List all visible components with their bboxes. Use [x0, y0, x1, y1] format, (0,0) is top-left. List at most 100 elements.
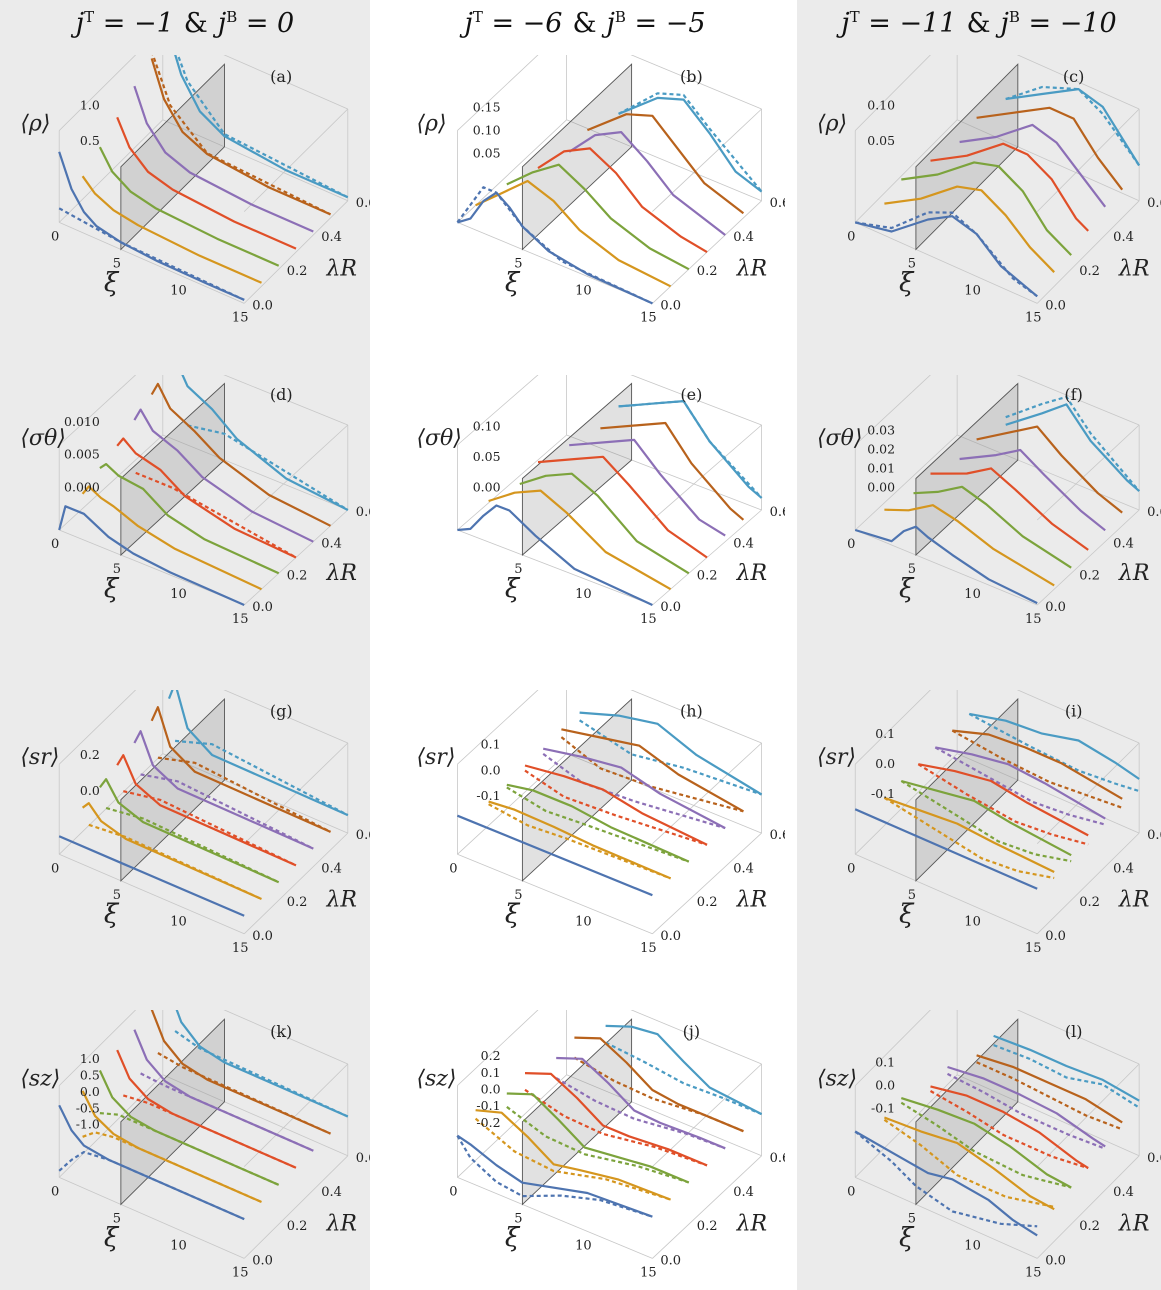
z-tick-0-4: 0.4 [321, 537, 342, 552]
z-axis-label: λR [736, 1211, 768, 1236]
series-line-3 [524, 764, 708, 846]
boundary-plane [915, 382, 1019, 557]
boundary-plane [915, 1018, 1019, 1206]
z-tick-0-2: 0.2 [287, 895, 308, 910]
series-dashed-1 [88, 823, 262, 901]
x-tick-10: 10 [964, 914, 981, 929]
panel-b: 5 10 150.0 0.2 0.4 0.6 0.05 0.10 0.15 ξ λR ⟨ρ⟩ (b) [395, 55, 785, 325]
z-tick-0-6: 0.6 [356, 828, 370, 843]
y-tick-0-03: 0.03 [867, 423, 895, 438]
series-line-6 [1005, 403, 1140, 492]
z-tick-0-2: 0.2 [287, 568, 308, 583]
panel-j: 0510150.00.20.40.6-0.2-0.10.00.10.2ξλR⟨s… [395, 1010, 785, 1280]
z-tick-0-2: 0.2 [1079, 1219, 1100, 1234]
y-tick-0-0: 0.0 [875, 756, 895, 771]
y-tick-0-05: 0.05 [473, 449, 501, 464]
z-tick-0-0: 0.0 [660, 1253, 681, 1268]
series-line-2 [506, 163, 690, 271]
z-tick-0-0: 0.0 [252, 1253, 273, 1268]
boundary-plane [120, 1018, 225, 1206]
series-line-5 [561, 728, 744, 813]
box-edge [1016, 55, 1140, 110]
box-edge [162, 119, 348, 202]
x-axis-label: ξ [104, 900, 120, 930]
z-axis-label: λR [325, 561, 357, 586]
x-tick-15: 15 [1025, 310, 1042, 325]
y-tick-0-15: 0.15 [473, 99, 501, 114]
chart-d: 0 5 10 150.0 0.2 0.4 0.6 0.000 0.005 0.010 ξ λR ⟨σθ⟩… [20, 375, 370, 625]
z-tick-0-4: 0.4 [1113, 1185, 1134, 1200]
y-tick-0-1: 0.1 [875, 726, 895, 741]
series-line-0 [456, 1134, 653, 1218]
series-dashed-6 [174, 1030, 349, 1118]
x-axis-label: ξ [104, 268, 120, 298]
series-line-2 [901, 161, 1072, 256]
z-tick-0-4: 0.4 [733, 862, 754, 877]
box-edge [457, 853, 653, 935]
series-line-4 [569, 438, 726, 537]
z-tick-0-4: 0.4 [321, 862, 342, 877]
series-line-3 [116, 437, 297, 559]
series-dashed-6 [993, 1044, 1140, 1109]
box-edge [956, 119, 1140, 202]
y-tick-0-5: -0.5 [76, 1100, 100, 1115]
z-axis-label: λR [1118, 561, 1150, 586]
z-tick-0-4: 0.4 [1113, 537, 1134, 552]
series-dashed-4 [542, 753, 726, 830]
panel-tag: (d) [270, 385, 293, 404]
x-tick-15: 15 [232, 310, 249, 325]
box-edge [566, 1074, 762, 1157]
y-axis-label: ⟨sz⟩ [416, 1067, 456, 1092]
series-line-1 [81, 485, 262, 591]
series-dashed-1 [82, 1131, 262, 1204]
x-tick-10: 10 [170, 587, 187, 602]
x-axis-label: ξ [899, 900, 915, 930]
z-axis-label: λR [736, 256, 768, 281]
series-dashed-1 [883, 1118, 1055, 1208]
series-line-0 [854, 1130, 1038, 1237]
series-line-5 [976, 106, 1124, 191]
z-tick-0-2: 0.2 [697, 1219, 718, 1234]
box-edge [1036, 742, 1140, 844]
series-dashed-1 [488, 803, 671, 880]
x-tick-0: 0 [847, 1184, 855, 1199]
x-tick-15: 15 [640, 310, 657, 325]
z-tick-0-6: 0.6 [770, 505, 785, 520]
box-edge [243, 424, 349, 521]
y-tick-0-00: 0.00 [473, 479, 501, 494]
x-tick-10: 10 [170, 914, 187, 929]
series-line-5 [586, 113, 745, 215]
panel-tag: (j) [683, 1022, 700, 1041]
x-tick-15: 15 [232, 1265, 249, 1280]
series-line-6 [1005, 88, 1141, 167]
box-edge [223, 690, 348, 744]
z-tick-0-4: 0.4 [321, 1185, 342, 1200]
z-tick-0-0: 0.0 [1045, 1253, 1066, 1268]
series-line-0 [854, 525, 1038, 605]
chart-e: 5 10 150.0 0.2 0.4 0.6 0.00 0.05 0.10 ξ λR ⟨σθ⟩ (e) [416, 375, 785, 625]
z-tick-0-2: 0.2 [287, 1219, 308, 1234]
series-line-2 [913, 485, 1072, 569]
x-tick-0: 0 [847, 537, 855, 552]
chart-a: 0 5 10 150.0 0.2 0.4 0.6 0.5 1.0 ξ λR ⟨ρ⟩ (a) [20, 55, 370, 325]
x-tick-5: 5 [113, 888, 121, 903]
column-title-3: jT = −11 & jB = −10 [841, 8, 1117, 39]
y-tick-0-05: 0.05 [867, 133, 895, 148]
x-tick-15: 15 [1025, 612, 1042, 625]
box-edge [855, 1177, 1038, 1259]
box-edge [457, 1177, 653, 1259]
box-edge [457, 1010, 539, 1086]
panel-c: 0 5 10 150.0 0.2 0.4 0.6 0.05 0.10 ξ λR ⟨ρ⟩ (c) [797, 55, 1161, 325]
box-edge [243, 200, 349, 304]
box-edge [243, 832, 349, 935]
y-axis-label: ⟨ρ⟩ [20, 112, 50, 137]
series-line-1 [488, 800, 672, 880]
y-tick-0-0: 0.0 [80, 1084, 100, 1099]
series-dashed-2 [900, 780, 1072, 863]
series-line-1 [475, 1109, 671, 1201]
y-tick-0-2: 0.2 [481, 1048, 501, 1063]
box-edge [1036, 509, 1140, 606]
series-line-4 [935, 746, 1106, 820]
